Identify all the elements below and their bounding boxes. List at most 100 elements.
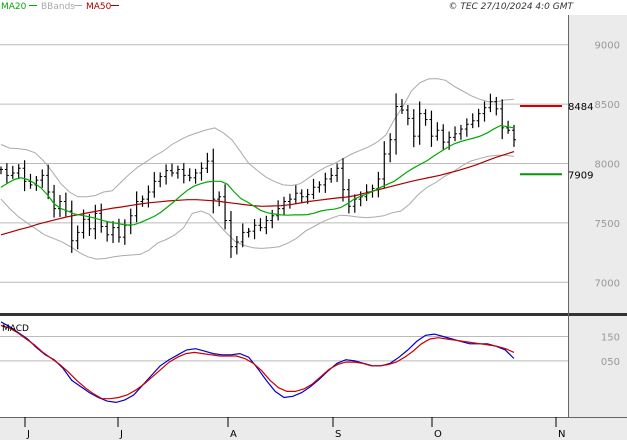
price-tick-label: 7500: [595, 219, 620, 230]
ohlc-bar: [270, 209, 275, 229]
ohlc-bar: [181, 163, 186, 184]
ohlc-bar: [276, 200, 281, 221]
ohlc-bar: [87, 213, 92, 236]
ohlc-bar: [40, 169, 45, 188]
ohlc-bar: [388, 133, 393, 163]
ohlc-bar: [57, 194, 62, 217]
ohlc-bar: [252, 219, 257, 240]
ohlc-bar: [81, 209, 86, 239]
ohlc-bar: [282, 196, 287, 216]
legend-label-ma20: MA20: [1, 2, 27, 12]
ohlc-bar: [293, 185, 298, 204]
ohlc-bar: [111, 221, 116, 244]
ohlc-bar: [16, 164, 21, 179]
ohlc-bar: [382, 141, 387, 189]
ohlc-bar: [69, 200, 74, 253]
ohlc-bar: [453, 126, 458, 142]
x-axis-month-label: A: [230, 429, 237, 440]
ohlc-bar: [217, 191, 222, 207]
ohlc-bar: [311, 178, 316, 200]
macd-panel-title: MACD: [2, 324, 29, 334]
ohlc-bar: [482, 101, 487, 122]
ohlc-bar: [240, 223, 245, 248]
ohlc-bar: [441, 124, 446, 150]
price-tick-label: 8500: [595, 100, 620, 111]
ohlc-bar: [93, 204, 98, 240]
ohlc-bar: [134, 191, 139, 223]
ohlc-bar: [0, 166, 3, 175]
ohlc-bar: [199, 162, 204, 181]
ohlc-bar: [494, 96, 499, 116]
ohlc-bar: [52, 184, 57, 218]
ohlc-bar: [299, 189, 304, 203]
macd-series-line: [0, 324, 515, 400]
ohlc-bar: [193, 168, 198, 184]
ohlc-bar: [329, 167, 334, 183]
ohlc-bar: [317, 181, 322, 193]
x-axis-month-label: J: [119, 429, 123, 440]
x-axis-month-label: N: [558, 429, 565, 440]
ohlc-bar: [411, 109, 416, 148]
ohlc-bar: [476, 108, 481, 128]
ohlc-bar: [205, 152, 210, 174]
ohlc-bar: [470, 113, 475, 129]
ohlc-bar: [417, 101, 422, 145]
ohlc-bar: [405, 104, 410, 126]
ohlc-bar: [399, 99, 404, 114]
price-tick-label: 9000: [595, 41, 620, 52]
level-label: 7909: [568, 170, 593, 181]
ohlc-bar: [146, 185, 151, 208]
ohlc-bar: [234, 235, 239, 255]
ohlc-bar: [187, 168, 192, 182]
ohlc-bar: [287, 193, 292, 209]
ohlc-bar: [246, 227, 251, 238]
ohlc-bar: [394, 93, 399, 155]
ohlc-bar: [264, 215, 269, 235]
ohlc-bar: [435, 122, 440, 141]
macd-tick-label: 050: [601, 357, 620, 368]
ohlc-bar: [170, 163, 174, 177]
ma50-line: [0, 151, 515, 236]
ohlc-bar: [258, 218, 263, 232]
ohlc-bar: [175, 165, 180, 179]
legend-label-ma50: MA50: [86, 2, 112, 12]
ohlc-bar: [500, 99, 505, 140]
ohlc-bar: [458, 124, 463, 140]
bbands-upper-line: [0, 78, 515, 198]
ohlc-bar: [158, 172, 163, 188]
ohlc-bar: [4, 163, 9, 184]
ma20-line: [0, 124, 515, 226]
ohlc-bar: [116, 218, 121, 243]
x-axis-month-label: O: [434, 429, 442, 440]
y-axis-strip: [568, 15, 627, 440]
copyright-text: © TEC 27/10/2024 4:0 GMT: [448, 2, 574, 12]
bbands-lower-line: [0, 154, 515, 260]
ohlc-bar: [140, 195, 145, 207]
x-axis-month-label: J: [26, 429, 30, 440]
ohlc-bar: [429, 110, 434, 147]
ohlc-bar: [512, 124, 516, 147]
ohlc-bar: [46, 164, 51, 200]
price-tick-label: 7000: [595, 278, 620, 289]
ohlc-bar: [341, 158, 345, 202]
ohlc-bar: [323, 172, 328, 193]
ohlc-bar: [99, 203, 104, 233]
x-axis-month-label: S: [335, 429, 341, 440]
ohlc-bar: [22, 160, 27, 192]
macd-panel: [0, 317, 568, 417]
ohlc-bar: [105, 221, 110, 242]
ohlc-bar: [335, 163, 340, 182]
ohlc-bar: [75, 225, 80, 250]
legend: MA20 BBands MA50: [1, 2, 119, 12]
ohlc-bar: [228, 211, 233, 258]
ohlc-bar: [152, 172, 157, 198]
ohlc-bar: [223, 184, 228, 230]
ohlc-bar: [488, 93, 493, 113]
ohlc-bar: [10, 165, 15, 179]
level-label: 8484: [568, 102, 593, 113]
ohlc-bar: [464, 118, 469, 137]
ohlc-bar: [423, 109, 428, 126]
macd-tick-label: 150: [601, 333, 620, 344]
x-axis-strip: [0, 417, 627, 440]
